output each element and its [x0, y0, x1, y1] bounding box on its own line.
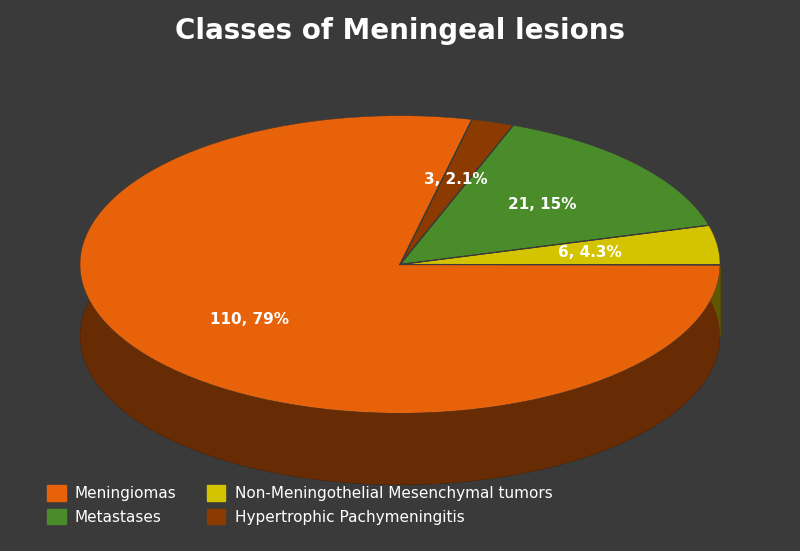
Polygon shape [709, 225, 720, 337]
Polygon shape [400, 125, 709, 264]
Ellipse shape [80, 187, 720, 485]
Polygon shape [80, 116, 720, 413]
Text: 21, 15%: 21, 15% [508, 197, 576, 212]
Legend: Meningiomas, Metastases, Non-Meningothelial Mesenchymal tumors, Hypertrophic Pac: Meningiomas, Metastases, Non-Meningothel… [40, 478, 560, 532]
Text: 6, 4.3%: 6, 4.3% [558, 245, 622, 260]
Text: 3, 2.1%: 3, 2.1% [424, 171, 487, 187]
Text: 110, 79%: 110, 79% [210, 312, 289, 327]
Polygon shape [400, 120, 513, 264]
Polygon shape [80, 116, 720, 485]
Text: Classes of Meningeal lesions: Classes of Meningeal lesions [175, 17, 625, 45]
Polygon shape [400, 225, 720, 265]
